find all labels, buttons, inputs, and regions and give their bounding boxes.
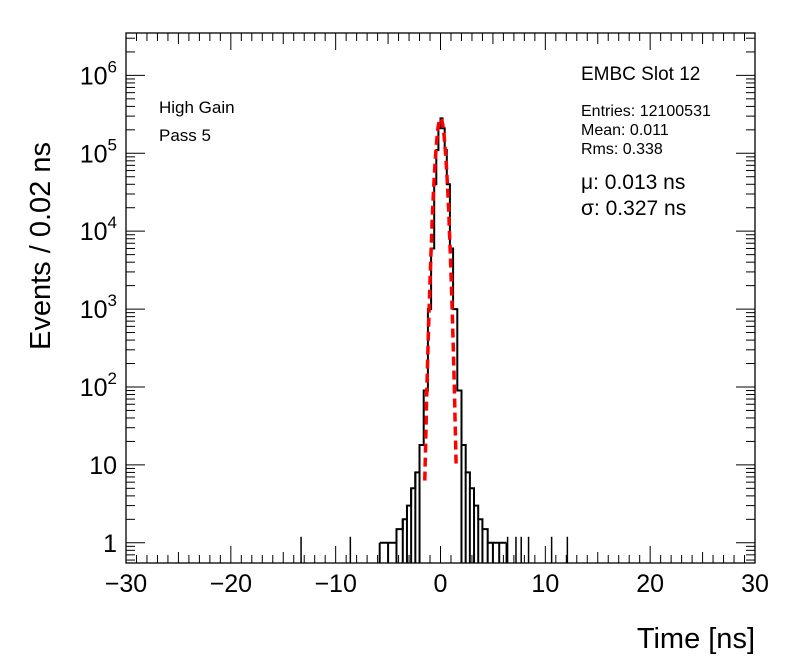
stats-title: EMBC Slot 12 — [581, 64, 700, 85]
y-tick-labels: 1 10 102 103 104 105 106 — [80, 57, 117, 557]
y-tick-label: 104 — [80, 213, 117, 246]
y-tick-label: 106 — [80, 57, 117, 90]
y-tick-label: 103 — [80, 291, 117, 324]
histogram-outline — [379, 117, 507, 544]
x-axis-title: Time [ns] — [637, 623, 755, 655]
stats-rms: Rms: 0.338 — [581, 141, 663, 158]
pass-label: Pass 5 — [159, 126, 211, 145]
y-axis-title: Events / 0.02 ns — [25, 142, 57, 350]
x-tick-label: −10 — [314, 570, 356, 598]
y-tick-label: 102 — [80, 369, 117, 402]
x-tick-label: −30 — [105, 570, 147, 598]
x-tick-labels: −30 −20 −10 0 10 20 30 — [105, 570, 769, 598]
stats-entries: Entries: 12100531 — [581, 103, 711, 120]
stats-mean: Mean: 0.011 — [581, 122, 669, 139]
histogram-series — [300, 117, 569, 563]
x-tick-label: −20 — [210, 570, 252, 598]
x-tick-label: 10 — [531, 570, 559, 598]
fit-mu: μ: 0.013 ns — [581, 171, 685, 194]
gain-label: High Gain — [159, 98, 235, 117]
gaussian-fit-curve — [423, 116, 458, 481]
gaussian-fit-series — [423, 116, 458, 481]
x-tick-label: 0 — [434, 570, 448, 598]
y-tick-label: 105 — [80, 135, 117, 168]
fit-sigma: σ: 0.327 ns — [581, 197, 686, 220]
x-tick-label: 20 — [636, 570, 664, 598]
x-tick-label: 30 — [741, 570, 769, 598]
y-tick-label: 1 — [103, 530, 117, 558]
y-tick-label: 10 — [89, 452, 117, 480]
axis-ticks — [125, 33, 756, 563]
